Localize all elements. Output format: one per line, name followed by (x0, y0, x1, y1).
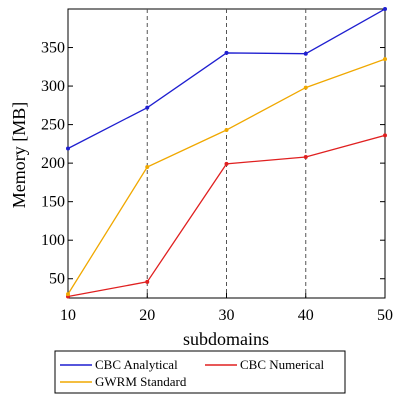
legend-label-2: GWRM Standard (95, 374, 187, 389)
series-1-point-2 (224, 161, 229, 166)
series-1-point-1 (145, 279, 150, 284)
series-0-point-3 (303, 51, 308, 56)
y-tick-label-50: 50 (49, 271, 65, 288)
series-2-point-4 (383, 57, 387, 62)
series-2-point-3 (303, 85, 308, 90)
y-tick-label-200: 200 (41, 155, 65, 172)
y-tick-label-100: 100 (41, 232, 65, 249)
series-2-point-0 (66, 292, 70, 297)
series-0-point-1 (145, 105, 150, 110)
x-axis-title: subdomains (183, 329, 269, 349)
legend-label-0: CBC Analytical (95, 357, 178, 372)
y-axis-title: Memory [MB] (9, 102, 29, 209)
series-group (66, 7, 387, 299)
series-0-point-4 (383, 7, 387, 11)
x-tick-label-20: 20 (139, 307, 155, 324)
legend-box (54, 350, 346, 394)
series-2-point-1 (145, 164, 150, 169)
grid (146, 9, 307, 298)
x-tick-label-10: 10 (60, 307, 76, 324)
y-tick-label-300: 300 (41, 78, 65, 95)
series-2-point-2 (224, 127, 229, 132)
series-1-point-3 (303, 154, 308, 159)
y-tick-label-250: 250 (41, 117, 65, 134)
x-tick-label-40: 40 (298, 307, 314, 324)
series-0-point-0 (66, 146, 70, 151)
series-0-point-2 (224, 50, 229, 55)
x-tick-label-50: 50 (377, 307, 393, 324)
x-tick-label-30: 30 (219, 307, 235, 324)
x-axis-ticks: 10 20 30 40 50 (60, 293, 393, 324)
y-tick-label-150: 150 (41, 194, 65, 211)
y-tick-label-350: 350 (41, 40, 65, 57)
y-axis-ticks: 50 100 150 200 250 300 350 (41, 40, 385, 288)
series-1-point-4 (383, 133, 387, 138)
legend: CBC Analytical CBC Numerical GWRM Standard (54, 350, 346, 394)
legend-label-1: CBC Numerical (240, 357, 325, 372)
